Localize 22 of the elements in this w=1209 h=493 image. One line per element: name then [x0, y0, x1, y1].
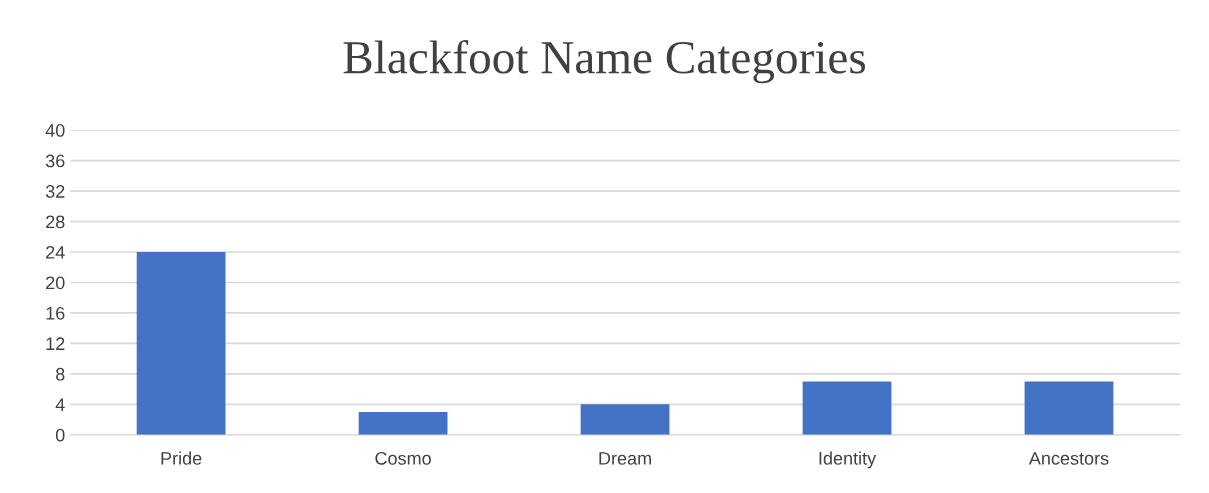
chart-title: Blackfoot Name Categories — [343, 39, 866, 84]
bar — [136, 252, 226, 435]
bar — [1024, 381, 1114, 435]
bar — [358, 411, 448, 435]
x-tick-label: Ancestors — [1028, 452, 1109, 465]
y-tick-label: 40 — [45, 124, 65, 137]
y-tick-label: 12 — [46, 337, 65, 350]
y-tick-label: 36 — [45, 154, 65, 168]
bar — [580, 404, 670, 435]
x-tick-label: Pride — [161, 451, 202, 465]
y-tick-label: 24 — [46, 245, 65, 259]
x-tick-label: Dream — [599, 452, 651, 465]
y-tick-label: 28 — [46, 215, 65, 229]
x-tick-label: Identity — [819, 451, 877, 469]
y-tick-label: 20 — [46, 276, 65, 290]
bar — [802, 381, 892, 435]
y-tick-label: 16 — [46, 306, 65, 320]
y-tick-label: 0 — [55, 428, 65, 442]
y-tick-label: 8 — [56, 367, 65, 381]
y-tick-label: 32 — [45, 185, 65, 198]
x-tick-label: Cosmo — [375, 451, 431, 465]
y-tick-label: 4 — [55, 398, 65, 411]
